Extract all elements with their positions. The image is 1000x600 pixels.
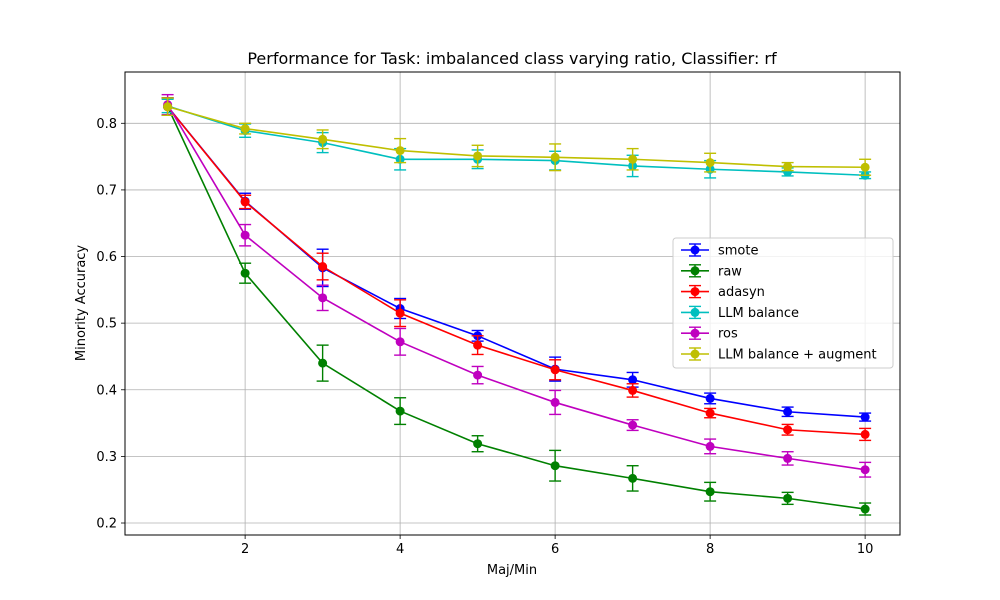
- y-tick-label: 0.3: [96, 450, 117, 465]
- data-point-raw: [473, 439, 483, 449]
- series-line-llm-balance-augment: [167, 105, 866, 169]
- y-tick-label: 0.8: [96, 117, 117, 132]
- data-point-adasyn: [628, 385, 638, 395]
- data-point-smote: [705, 393, 715, 403]
- legend-label: raw: [718, 264, 742, 279]
- legend-marker: [690, 266, 700, 276]
- legend-marker: [690, 245, 700, 255]
- y-tick-label: 0.4: [96, 383, 117, 398]
- data-point-llm-balance-augment: [628, 154, 638, 164]
- data-point-raw: [395, 406, 405, 416]
- data-point-llm-balance-augment: [395, 146, 405, 156]
- data-point-adasyn: [783, 425, 793, 435]
- y-tick-label: 0.7: [96, 183, 117, 198]
- data-point-llm-balance-augment: [163, 102, 173, 112]
- data-point-llm-balance-augment: [705, 158, 715, 168]
- data-point-ros: [550, 397, 560, 407]
- legend-label: LLM balance: [718, 306, 799, 321]
- data-point-raw: [318, 358, 328, 368]
- axis-ticks: 2 4 6 8 10 0.2 0.3 0.4 0.5 0.6 0.7 0.8: [96, 117, 873, 557]
- legend-entry: LLM balance + augment: [681, 347, 877, 363]
- data-point-llm-balance-augment: [860, 162, 870, 172]
- series-adasyn: [161, 97, 872, 442]
- y-tick-label: 0.5: [96, 317, 117, 332]
- data-point-raw: [240, 268, 250, 278]
- data-point-llm-balance-augment: [473, 151, 483, 161]
- data-point-llm-balance-augment: [318, 134, 328, 144]
- series-line-llm-balance: [167, 105, 866, 177]
- data-point-ros: [860, 465, 870, 475]
- data-point-smote: [628, 375, 638, 385]
- y-tick-label: 0.2: [96, 517, 117, 532]
- series-llm-balance-augment: [161, 97, 872, 176]
- data-point-adasyn: [550, 365, 560, 375]
- data-point-ros: [395, 337, 405, 347]
- x-tick-label: 4: [396, 542, 404, 557]
- data-point-adasyn: [395, 308, 405, 318]
- data-point-llm-balance-augment: [783, 162, 793, 172]
- data-point-ros: [705, 441, 715, 451]
- data-point-ros: [318, 293, 328, 303]
- data-point-raw: [860, 504, 870, 514]
- data-point-adasyn: [473, 340, 483, 350]
- legend-box: [672, 237, 894, 369]
- legend-entry: ros: [681, 326, 738, 342]
- x-tick-label: 8: [706, 542, 714, 557]
- data-point-ros: [473, 370, 483, 380]
- legend-label: LLM balance + augment: [718, 348, 877, 363]
- data-point-adasyn: [240, 197, 250, 207]
- series-line-raw: [166, 106, 866, 510]
- x-tick-label: 2: [241, 542, 249, 557]
- data-point-raw: [550, 461, 560, 471]
- y-axis-label: Minority Accuracy: [74, 245, 89, 362]
- legend-entry: adasyn: [681, 284, 765, 300]
- data-point-ros: [783, 453, 793, 463]
- series-raw: [161, 97, 872, 516]
- data-point-smote: [860, 412, 870, 422]
- data-point-adasyn: [705, 408, 715, 418]
- data-point-ros: [628, 420, 638, 430]
- data-point-adasyn: [860, 429, 870, 439]
- legend-label: adasyn: [718, 285, 765, 300]
- data-point-raw: [783, 493, 793, 503]
- y-tick-label: 0.6: [96, 250, 117, 265]
- data-point-llm-balance-augment: [550, 152, 560, 162]
- x-tick-label: 10: [857, 542, 874, 557]
- series-ros: [161, 93, 872, 478]
- legend-marker: [690, 307, 700, 317]
- plot-series: [161, 93, 872, 516]
- data-point-raw: [628, 473, 638, 483]
- series-line-adasyn: [167, 106, 866, 436]
- legend-label: smote: [718, 244, 759, 259]
- x-tick-label: 6: [551, 542, 559, 557]
- legend-entry: raw: [681, 264, 742, 279]
- legend-marker: [690, 287, 700, 297]
- data-point-adasyn: [318, 262, 328, 272]
- data-point-smote: [783, 407, 793, 417]
- plot-frame: [124, 71, 901, 536]
- legend-label: ros: [718, 327, 738, 342]
- legend-marker: [690, 349, 700, 359]
- data-point-raw: [705, 487, 715, 497]
- data-point-llm-balance-augment: [240, 124, 250, 134]
- chart-title: Performance for Task: imbalanced class v…: [247, 49, 777, 68]
- data-point-ros: [240, 230, 250, 240]
- x-axis-label: Maj/Min: [487, 563, 537, 578]
- legend-entry: LLM balance: [681, 305, 799, 321]
- legend-marker: [690, 328, 700, 338]
- legend: smote raw adasyn LLM balance ros LLM balance …: [672, 237, 894, 369]
- legend-entry: smote: [681, 243, 759, 259]
- series-line-ros: [166, 104, 866, 471]
